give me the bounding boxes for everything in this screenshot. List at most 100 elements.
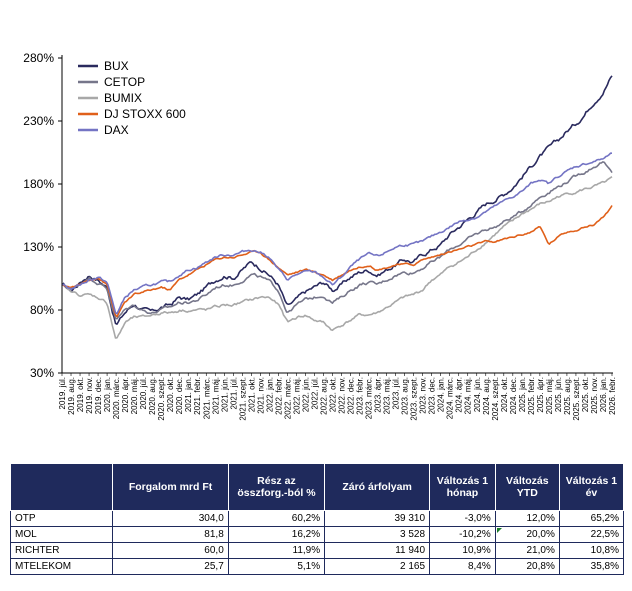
x-tick-label: 2025. nov. [590,377,599,414]
y-tick-label: 80% [30,303,54,317]
x-tick-label: 2025. ápr. [536,377,545,413]
cell-flag-marker [496,528,502,533]
cell-change-ytd: 20,0% [494,526,560,543]
index-performance-chart: 280% 230% 180% 130% 80% 30% 2019. júl. 2019. a… [23,51,617,421]
x-tick-label: 2022. nov. [338,377,347,414]
x-tick-label: 2024. ápr. [455,377,464,413]
x-tick-label: 2019. júl. [58,377,67,409]
x-tick-label: 2022. aug. [319,377,328,415]
x-tick-label: 2024. szept. [491,377,500,421]
x-tick-label: 2024. jún. [473,377,482,412]
series-line-bumix [61,176,613,339]
x-tick-label: 2025. aug. [563,377,572,415]
table-row: RICHTER 60,0 11,9% 11 940 10,9% 21,0% 10… [9,542,625,559]
x-tick-label: 2021. nov. [256,377,265,414]
series-lines [61,75,613,339]
header-change-1m: Változás 1 hónap [429,463,496,511]
x-tick-label: 2020. szept. [157,377,166,421]
table-row: MTELEKOM 25,7 5,1% 2 165 8,4% 20,8% 35,8… [9,558,625,575]
y-tick-label: 230% [23,114,54,128]
x-tick-label: 2022. jan. [265,377,274,412]
cell-share: 60,2% [227,510,326,527]
y-tick-label: 180% [23,177,54,191]
cell-name: OTP [9,510,114,527]
x-tick-label: 2026. jan. [599,377,608,412]
x-tick-label: 2023. máj. [383,377,392,414]
x-tick-label: 2021. okt. [247,377,256,412]
cell-turnover: 60,0 [112,542,229,559]
cell-name: MOL [9,526,114,543]
x-tick-label: 2025. okt. [581,377,590,412]
x-tick-label: 2020. aug. [148,377,157,415]
x-tick-label: 2022. jún. [301,377,310,412]
x-tick-label: 2023. ápr. [374,377,383,413]
x-tick-label: 2020. jan. [103,377,112,412]
x-tick-label: 2024. aug. [482,377,491,415]
x-tick-label: 2020. okt. [166,377,175,412]
cell-name: MTELEKOM [9,558,114,575]
header-change-ytd: Változás YTD [494,463,560,511]
x-tick-label: 2025. máj. [545,377,554,414]
x-tick-label: 2024. jan. [437,377,446,412]
x-tick-label: 2025. jún. [554,377,563,412]
cell-share: 11,9% [227,542,326,559]
series-line-cetop [61,161,613,320]
legend-label: CETOP [104,75,145,89]
x-tick-label: 2023. dec. [428,377,437,414]
x-tick-label: 2023. aug. [401,377,410,415]
x-tick-label: 2023. júl. [392,377,401,409]
cell-change-ytd: 20,8% [494,558,560,575]
y-tick-label: 30% [30,366,54,380]
header-change-1y: Változás 1 év [558,463,625,511]
x-tick-label: 2019. dec. [94,377,103,414]
x-tick-label: 2020. dec. [175,377,184,414]
x-tick-label: 2026. febr. [608,377,617,415]
table-header-row: Forgalom mrd Ft Rész az összforg.-ból % … [9,463,625,511]
cell-change-1m: 8,4% [429,558,496,575]
y-tick-label: 280% [23,51,54,65]
x-tick-label: 2025. febr. [527,377,536,415]
x-tick-label: 2020. ápr. [121,377,130,413]
header-turnover: Forgalom mrd Ft [112,463,229,511]
series-line-dj-stoxx-600 [61,205,613,318]
cell-change-1m: 10,9% [429,542,496,559]
x-tick-label: 2021. febr. [193,377,202,415]
cell-change-1m: -3,0% [429,510,496,527]
cell-value: 20,0% [526,529,555,540]
cell-change-1y: 10,8% [558,542,625,559]
cell-change-1y: 35,8% [558,558,625,575]
y-tick-label: 130% [23,240,54,254]
table-row: OTP 304,0 60,2% 39 310 -3,0% 12,0% 65,2% [9,510,625,527]
cell-name: RICHTER [9,542,114,559]
x-tick-label: 2024. dec. [509,377,518,414]
x-tick-label: 2021. máj. [211,377,220,414]
cell-change-1y: 22,5% [558,526,625,543]
x-tick-label: 2022. okt. [328,377,337,412]
x-tick-label: 2019. okt. [76,377,85,412]
x-tick-label: 2019. nov. [85,377,94,414]
header-close: Záró árfolyam [324,463,431,511]
x-tick-label: 2023. márc. [365,377,374,419]
cell-change-ytd: 12,0% [494,510,560,527]
x-tick-label: 2023. szept. [410,377,419,421]
x-tick-label: 2023. febr. [356,377,365,415]
cell-turnover: 25,7 [112,558,229,575]
header-share: Rész az összforg.-ból % [227,463,326,511]
x-tick-label: 2020. júl. [139,377,148,409]
series-line-bux [61,75,613,325]
x-tick-label: 2023. nov. [419,377,428,414]
cell-share: 5,1% [227,558,326,575]
x-tick-label: 2024. márc. [446,377,455,419]
chart-legend: BUX CETOP BUMIX DJ STOXX 600 DAX [78,59,186,137]
cell-share: 16,2% [227,526,326,543]
x-tick-label: 2025. jan. [518,377,527,412]
x-tick-label: 2020. márc. [112,377,121,419]
table-row: MOL 81,8 16,2% 3 528 -10,2% 20,0% 22,5% [9,526,625,543]
cell-change-1m: -10,2% [429,526,496,543]
cell-change-ytd: 21,0% [494,542,560,559]
y-axis-ticks: 280% 230% 180% 130% 80% 30% [23,51,62,380]
legend-label: DJ STOXX 600 [104,107,186,121]
cell-close: 39 310 [324,510,431,527]
legend-label: DAX [104,123,129,137]
legend-label: BUX [104,59,129,73]
